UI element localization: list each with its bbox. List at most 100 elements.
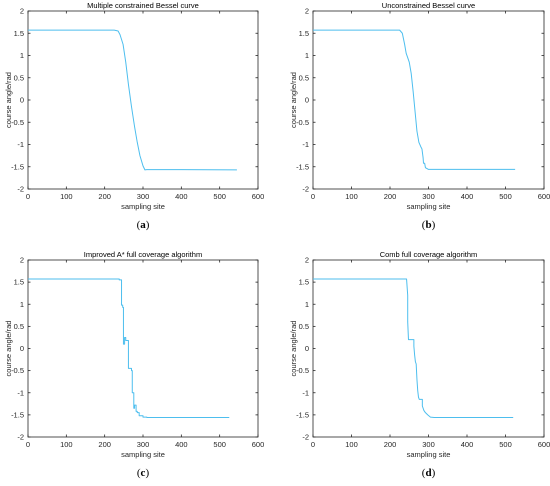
caption-open-paren: ( [137, 467, 141, 479]
y-tick-label: 1.5 [14, 29, 24, 38]
caption-letter: a [140, 219, 146, 231]
y-axis-label: course angle/rad [4, 72, 13, 128]
x-tick-label: 200 [384, 192, 397, 201]
caption-close-paren: ) [432, 219, 436, 231]
x-tick-label: 600 [252, 440, 265, 449]
y-tick-label: 1 [20, 300, 24, 309]
x-tick-label: 400 [175, 440, 188, 449]
x-tick-label: 0 [311, 192, 315, 201]
y-axis-label: course angle/rad [4, 321, 13, 377]
y-tick-label: -0.5 [296, 118, 309, 127]
caption-open-paren: ( [422, 219, 426, 231]
y-tick-label: -2 [302, 433, 309, 442]
x-tick-label: 500 [213, 192, 226, 201]
x-tick-label: 100 [345, 192, 358, 201]
x-tick-label: 500 [213, 440, 226, 449]
x-tick-label: 400 [461, 440, 474, 449]
y-tick-label: 2 [305, 256, 309, 265]
plot-area [27, 10, 259, 190]
x-tick-label: 100 [60, 192, 73, 201]
x-tick-label: 0 [311, 440, 315, 449]
x-tick-label: 300 [137, 192, 150, 201]
panel-caption: (c) [137, 467, 150, 479]
chart-title: Multiple constrained Bessel curve [87, 1, 199, 10]
x-tick-label: 600 [252, 192, 265, 201]
caption-open-paren: ( [422, 467, 426, 479]
y-tick-label: 0.5 [299, 322, 309, 331]
panel-caption: (b) [422, 219, 436, 231]
y-tick-label: 2 [20, 7, 24, 16]
panel-caption: (d) [422, 467, 436, 479]
x-tick-label: 200 [98, 192, 111, 201]
y-tick-label: 0.5 [14, 73, 24, 82]
caption-close-paren: ) [432, 467, 436, 479]
x-tick-label: 100 [60, 440, 73, 449]
chart-title: Unconstrained Bessel curve [382, 1, 475, 10]
y-tick-label: -1.5 [11, 162, 24, 171]
y-axis-label: course angle/rad [289, 321, 298, 377]
plot-area [312, 259, 545, 438]
y-tick-label: -1 [302, 388, 309, 397]
y-tick-label: 1.5 [299, 278, 309, 287]
x-tick-label: 0 [26, 192, 30, 201]
series-line [313, 278, 514, 419]
y-tick-label: -1 [17, 140, 24, 149]
x-tick-label: 600 [538, 192, 550, 201]
chart-panel: 0 100 200 300 400 500 600 -2 -1.5 -1 -0.5 0 0.5 1 1.5 2… [4, 250, 264, 479]
y-tick-label: -2 [17, 433, 24, 442]
x-tick-label: 0 [26, 440, 30, 449]
y-axis-label: course angle/rad [289, 72, 298, 128]
x-tick-label: 300 [422, 440, 435, 449]
caption-letter: b [425, 219, 431, 231]
y-tick-label: 0.5 [14, 322, 24, 331]
x-axis-label: sampling site [121, 202, 165, 211]
y-tick-label: -0.5 [11, 118, 24, 127]
y-tick-label: -2 [17, 185, 24, 194]
caption-close-paren: ) [145, 467, 149, 479]
chart-title: Comb full coverage algorithm [380, 250, 478, 259]
series-line [28, 278, 230, 419]
y-tick-label: 0 [20, 96, 24, 105]
y-tick-label: -0.5 [296, 366, 309, 375]
x-tick-label: 500 [499, 192, 512, 201]
y-tick-label: 1 [305, 300, 309, 309]
y-tick-label: 0 [305, 344, 309, 353]
x-axis-label: sampling site [407, 450, 451, 459]
y-tick-label: -1 [302, 140, 309, 149]
plot-area [27, 259, 259, 438]
x-axis-label: sampling site [121, 450, 165, 459]
chart-panel: 0 100 200 300 400 500 600 -2 -1.5 -1 -0.5 0 0.5 1 1.5 2… [4, 1, 264, 231]
x-tick-label: 400 [175, 192, 188, 201]
y-tick-label: -1 [17, 388, 24, 397]
panel-caption: (a) [137, 219, 150, 231]
y-tick-label: 1 [20, 51, 24, 60]
x-tick-label: 400 [461, 192, 474, 201]
y-tick-label: -1.5 [11, 410, 24, 419]
x-tick-label: 500 [499, 440, 512, 449]
x-tick-label: 200 [98, 440, 111, 449]
y-tick-label: 2 [305, 7, 309, 16]
x-tick-label: 600 [538, 440, 550, 449]
x-tick-label: 300 [137, 440, 150, 449]
x-axis-label: sampling site [407, 202, 451, 211]
y-tick-label: 0 [20, 344, 24, 353]
y-tick-label: 1.5 [299, 29, 309, 38]
caption-letter: c [141, 467, 146, 479]
series-line [313, 29, 516, 170]
y-tick-label: 1.5 [14, 278, 24, 287]
caption-open-paren: ( [137, 219, 141, 231]
y-tick-label: -0.5 [11, 366, 24, 375]
x-tick-label: 300 [422, 192, 435, 201]
plot-area [312, 10, 545, 190]
y-tick-label: -1.5 [296, 162, 309, 171]
caption-close-paren: ) [146, 219, 150, 231]
x-tick-label: 200 [384, 440, 397, 449]
chart-title: Improved A* full coverage algorithm [84, 250, 202, 259]
y-tick-label: 1 [305, 51, 309, 60]
x-tick-label: 100 [345, 440, 358, 449]
y-tick-label: 2 [20, 256, 24, 265]
caption-letter: d [425, 467, 431, 479]
chart-panel: 0 100 200 300 400 500 600 -2 -1.5 -1 -0.5 0 0.5 1 1.5 2… [289, 250, 550, 479]
chart-panel: 0 100 200 300 400 500 600 -2 -1.5 -1 -0.5 0 0.5 1 1.5 2… [289, 1, 550, 231]
